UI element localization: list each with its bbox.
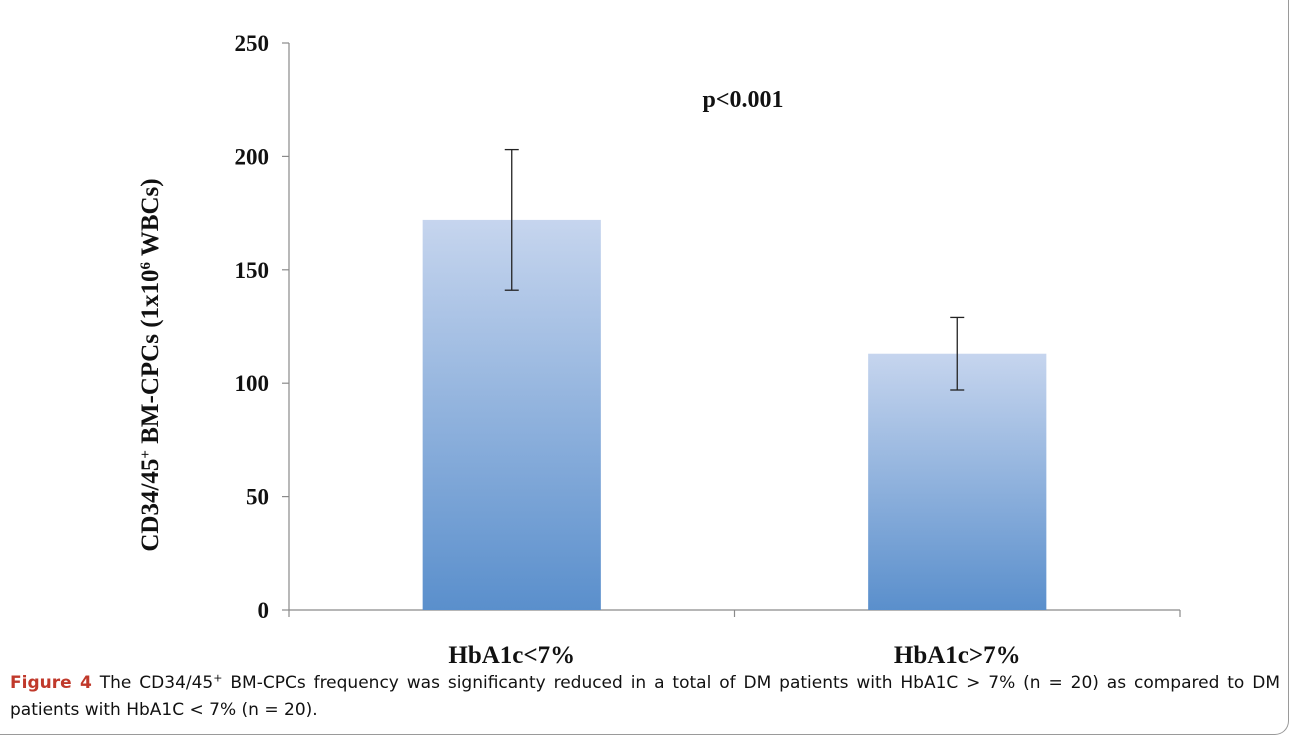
y-tick-label: 150 [235,258,270,283]
bar-chart: 0 50 100 150 200 250 HbA1c<7% HbA1c>7% CD34/45… [137,31,1181,669]
caption-text-b: BM-CPCs frequency was significanty reduc… [10,673,1280,720]
caption-text-a: The CD34/45 [91,673,214,693]
y-tick-label: 100 [235,371,270,396]
x-category-label: HbA1c>7% [894,642,1021,669]
y-tick-label: 200 [235,144,270,169]
bar-2 [868,353,1047,610]
figure-label: Figure 4 [10,673,92,693]
y-tick-label: 250 [235,31,270,56]
caption-superscript: + [213,671,223,685]
y-tick-label: 50 [246,485,269,510]
figure-caption: Figure 4 The CD34/45+ BM-CPCs frequency … [10,670,1280,724]
x-category-label: HbA1c<7% [448,642,575,669]
error-bar-1 [504,148,519,291]
y-tick-label: 0 [258,598,270,623]
p-value-annotation: p<0.001 [702,87,783,113]
error-bar-2 [950,316,965,391]
y-axis-label: CD34/45+ BM-CPCs (1x106 WBCs) [137,178,164,551]
